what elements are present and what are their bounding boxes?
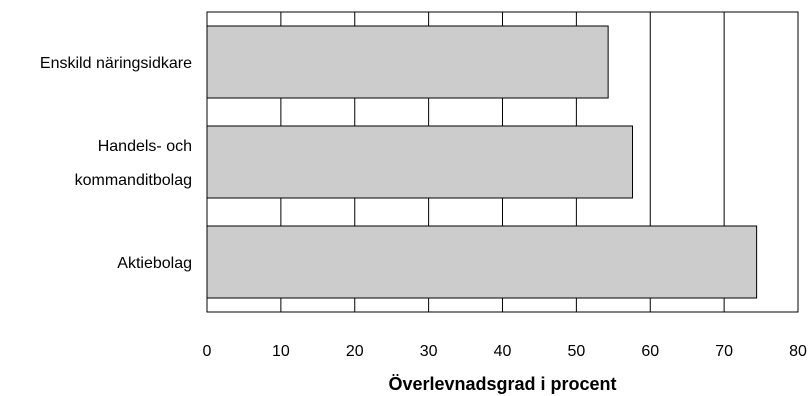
x-tick-label: 40 bbox=[494, 343, 512, 360]
bars bbox=[206, 25, 758, 299]
x-tick-label: 70 bbox=[715, 343, 733, 360]
bar bbox=[206, 225, 758, 299]
bar bbox=[206, 25, 609, 99]
x-tick-label: 0 bbox=[203, 343, 212, 360]
category-label: Handels- och bbox=[98, 138, 192, 155]
plot-frame bbox=[206, 11, 799, 313]
x-axis-title: Överlevnadsgrad i procent bbox=[388, 374, 616, 394]
category-label: Enskild näringsidkare bbox=[40, 55, 192, 72]
x-tick-label: 30 bbox=[420, 343, 438, 360]
category-label: Aktiebolag bbox=[117, 255, 192, 272]
x-tick-label: 80 bbox=[789, 343, 807, 360]
x-tick-label: 50 bbox=[567, 343, 585, 360]
category-labels: Enskild näringsidkare Handels- och kommand… bbox=[40, 55, 192, 272]
category-label: kommanditbolag bbox=[75, 172, 192, 189]
bar bbox=[206, 125, 634, 199]
x-tick-label: 60 bbox=[641, 343, 659, 360]
x-tick-label: 10 bbox=[272, 343, 290, 360]
x-tick-label: 20 bbox=[346, 343, 364, 360]
tick-labels: 0 10 20 30 40 50 60 70 80 bbox=[203, 343, 807, 360]
